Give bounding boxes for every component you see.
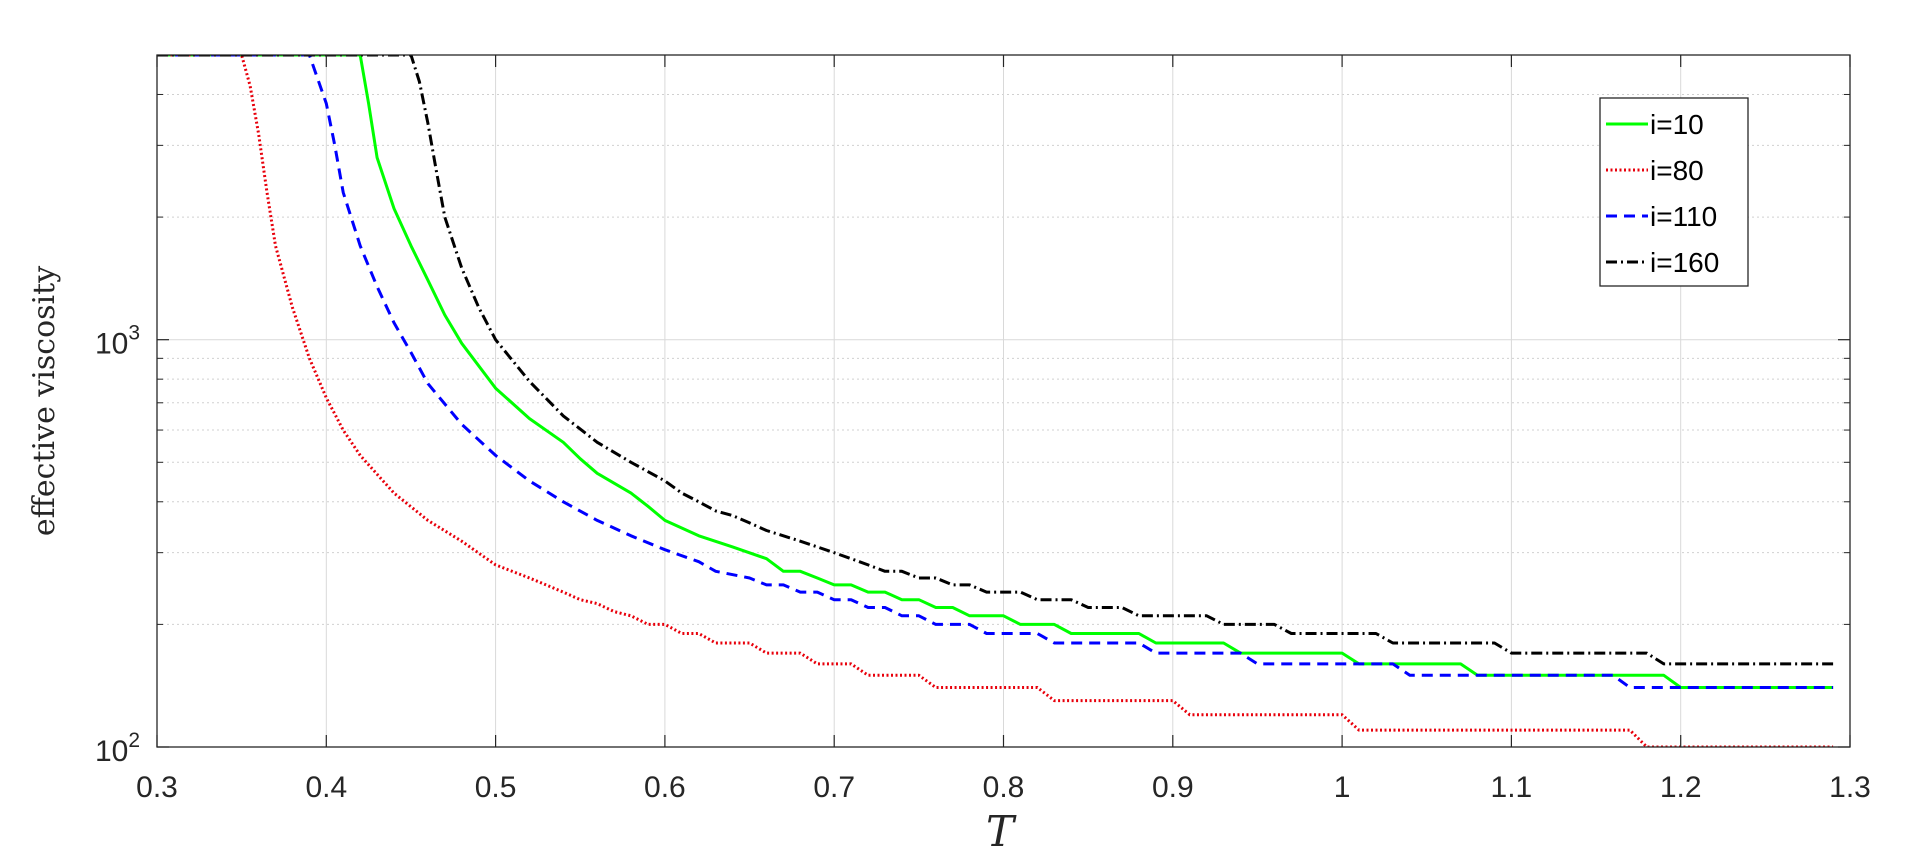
x-axis-label: T <box>986 807 1017 856</box>
x-tick-label: 1.2 <box>1660 771 1702 804</box>
y-tick-label: 102 <box>95 729 140 768</box>
legend-label: i=10 <box>1650 109 1704 140</box>
x-tick-label: 1.3 <box>1829 771 1871 804</box>
series-line-2 <box>157 55 1834 747</box>
x-tick-label: 0.4 <box>305 771 347 804</box>
series-line-3 <box>157 55 1834 689</box>
y-axis-label: effective viscosity <box>27 266 62 536</box>
legend-label: i=110 <box>1650 201 1717 232</box>
series-line-4 <box>157 55 1834 666</box>
x-tick-label: 1 <box>1334 771 1351 804</box>
x-tick-label: 0.7 <box>813 771 855 804</box>
legend-label: i=160 <box>1650 247 1719 278</box>
legend-label: i=80 <box>1650 155 1704 186</box>
tick-marks <box>156 55 1851 748</box>
x-tick-label: 1.1 <box>1491 771 1533 804</box>
legend: i=10 i=80 i=110 i=160 <box>1599 97 1749 287</box>
x-tick-label: 0.3 <box>136 771 178 804</box>
x-tick-label: 0.9 <box>1152 771 1194 804</box>
y-tick-labels: 102 103 <box>95 322 140 768</box>
y-tick-label: 103 <box>95 322 140 361</box>
series-layer <box>157 55 1834 747</box>
x-tick-label: 0.6 <box>644 771 686 804</box>
x-tick-labels: 0.3 0.4 0.5 0.6 0.7 0.8 0.9 1 1.1 1.2 1.3 <box>136 771 1871 804</box>
x-tick-label: 0.5 <box>475 771 517 804</box>
legend-box <box>1599 97 1749 287</box>
x-tick-label: 0.8 <box>983 771 1025 804</box>
series-line-1 <box>157 55 1834 689</box>
